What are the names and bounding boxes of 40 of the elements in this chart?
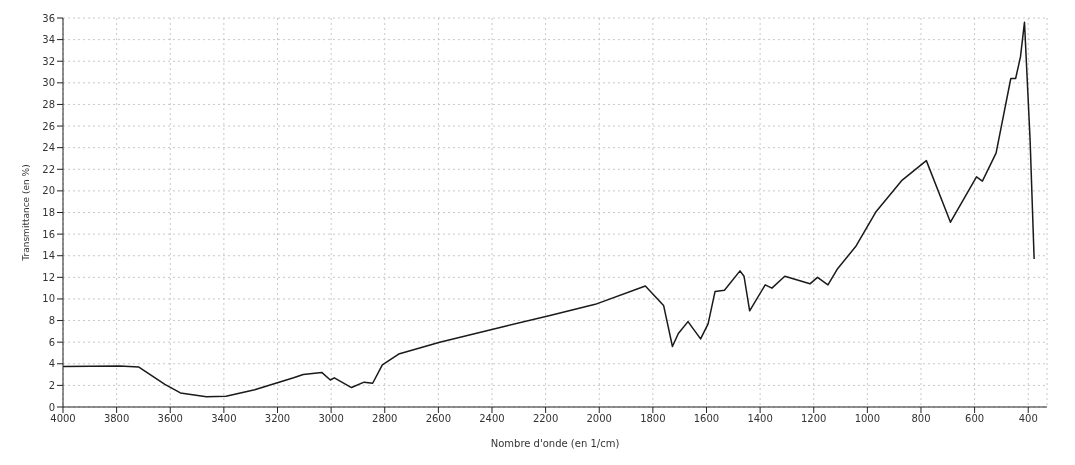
x-tick-label: 3600 <box>157 413 183 425</box>
y-tick-label: 16 <box>42 228 55 240</box>
x-tick-label: 400 <box>1018 413 1038 425</box>
y-tick-label: 8 <box>48 315 55 327</box>
y-tick-label: 14 <box>42 250 55 262</box>
x-tick-label: 1800 <box>640 413 666 425</box>
y-tick-label: 18 <box>42 207 55 219</box>
y-tick-label: 0 <box>48 401 55 413</box>
x-tick-label: 600 <box>965 413 985 425</box>
x-tick-label: 1400 <box>747 413 773 425</box>
y-tick-label: 2 <box>48 379 55 391</box>
y-tick-label: 22 <box>42 163 55 175</box>
x-tick-label: 3400 <box>211 413 237 425</box>
y-tick-label: 6 <box>48 336 55 348</box>
x-tick-label: 1000 <box>854 413 881 425</box>
y-tick-label: 32 <box>42 55 55 67</box>
y-tick-label: 10 <box>42 293 55 305</box>
x-axis-title: Nombre d'onde (en 1/cm) <box>490 438 620 449</box>
y-tick-label: 24 <box>42 142 55 154</box>
x-tick-label: 2000 <box>586 413 612 425</box>
x-tick-label: 2800 <box>372 413 398 425</box>
y-tick-label: 28 <box>42 98 55 110</box>
y-axis-title: Transmittance (en %) <box>21 164 32 262</box>
y-tick-label: 20 <box>42 185 55 197</box>
x-tick-label: 2400 <box>479 413 505 425</box>
x-tick-label: 2200 <box>532 413 559 425</box>
y-tick-label: 26 <box>42 120 55 132</box>
x-tick-label: 800 <box>911 413 931 425</box>
y-tick-label: 36 <box>42 12 55 24</box>
y-tick-label: 12 <box>42 271 55 283</box>
y-tick-label: 4 <box>48 358 55 370</box>
y-tick-label: 30 <box>42 77 55 89</box>
x-tick-label: 2600 <box>425 413 452 425</box>
x-tick-label: 1600 <box>693 413 720 425</box>
x-tick-label: 3000 <box>318 413 344 425</box>
x-tick-label: 4000 <box>50 413 76 425</box>
x-tick-label: 3800 <box>103 413 130 425</box>
x-tick-label: 3200 <box>264 413 291 425</box>
y-tick-label: 34 <box>42 34 55 46</box>
x-tick-label: 1200 <box>801 413 827 425</box>
